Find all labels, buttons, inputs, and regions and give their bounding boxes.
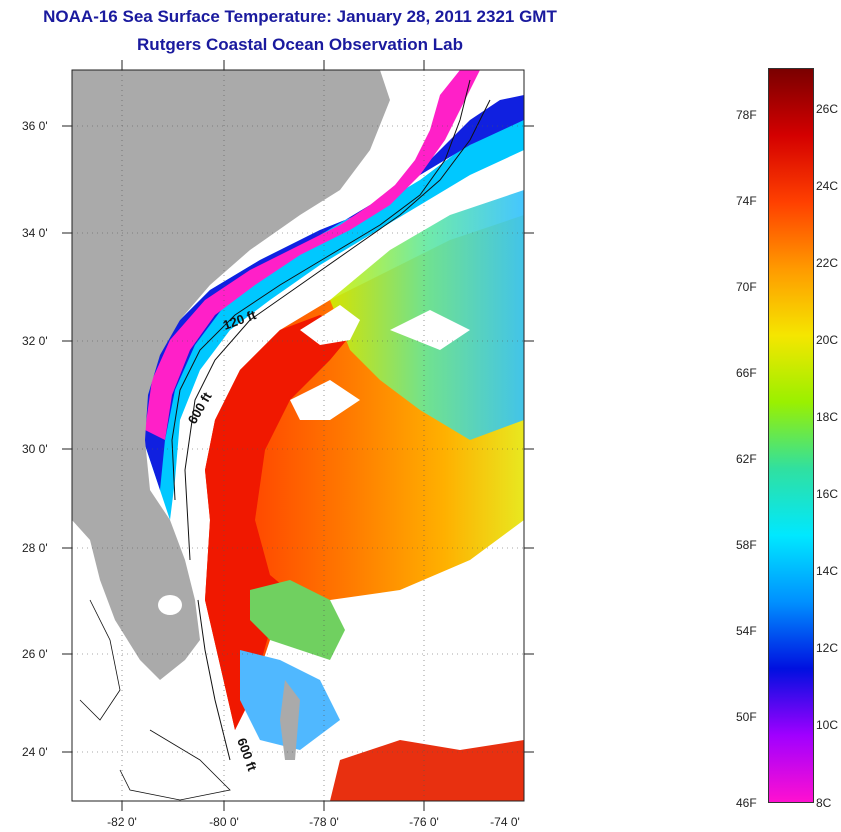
lat-label: 24 0' xyxy=(22,745,48,759)
lon-label: -78 0' xyxy=(309,815,339,829)
lon-label: -76 0' xyxy=(409,815,439,829)
map-frame xyxy=(71,69,525,802)
cb-c-label: 22C xyxy=(816,256,839,270)
map-title: NOAA-16 Sea Surface Temperature: January… xyxy=(43,7,557,26)
caribbean-warm xyxy=(330,740,524,801)
cb-c-label: 8C xyxy=(816,796,832,810)
cb-f-label: 46F xyxy=(736,796,757,810)
lon-label: -74 0' xyxy=(490,815,520,829)
cb-c-label: 18C xyxy=(816,410,839,424)
contour-florida-straits xyxy=(197,599,231,761)
gridlines xyxy=(72,70,524,801)
cb-f-label: 62F xyxy=(736,452,757,466)
colorbar-gradient xyxy=(768,68,814,803)
lon-label: -82 0' xyxy=(107,815,137,829)
lat-label: 30 0' xyxy=(22,442,48,456)
cb-c-label: 14C xyxy=(816,564,839,578)
sst-map: 36 0' 34 0' 32 0' 30 0' 28 0' 26 0' 24 0… xyxy=(22,60,534,829)
cb-c-label: 20C xyxy=(816,333,839,347)
southern-cloud xyxy=(350,650,500,720)
cb-c-label: 10C xyxy=(816,718,839,732)
cb-f-label: 78F xyxy=(736,108,757,122)
coastal-pink-band xyxy=(145,70,480,440)
bahamas-shelf xyxy=(250,580,345,660)
lake-okeechobee xyxy=(158,595,182,615)
land-mass xyxy=(72,70,390,680)
contour-600ft xyxy=(184,99,491,561)
cloud-patch xyxy=(390,310,470,350)
bahamas-island xyxy=(280,680,300,760)
cb-f-label: 66F xyxy=(736,366,757,380)
gulf-stream-core xyxy=(205,315,355,730)
lat-label: 34 0' xyxy=(22,226,48,240)
cb-f-label: 74F xyxy=(736,194,757,208)
cb-c-label: 16C xyxy=(816,487,839,501)
coastal-cold-band xyxy=(140,120,524,520)
colorbar: 78F 74F 70F 66F 62F 58F 54F 50F 46F 26C … xyxy=(700,60,841,832)
lat-label: 32 0' xyxy=(22,334,48,348)
lat-label: 36 0' xyxy=(22,119,48,133)
contour-120ft xyxy=(171,79,471,501)
map-subtitle: Rutgers Coastal Ocean Observation Lab xyxy=(137,35,463,54)
axis-ticks xyxy=(62,60,534,811)
cb-c-label: 24C xyxy=(816,179,839,193)
lon-label: -80 0' xyxy=(209,815,239,829)
cb-f-label: 54F xyxy=(736,624,757,638)
cb-f-label: 58F xyxy=(736,538,757,552)
cb-c-label: 26C xyxy=(816,102,839,116)
cloud-patch xyxy=(290,380,360,420)
lat-label: 28 0' xyxy=(22,541,48,555)
cb-f-label: 50F xyxy=(736,710,757,724)
lat-label: 26 0' xyxy=(22,647,48,661)
cb-f-label: 70F xyxy=(736,280,757,294)
cb-c-label: 12C xyxy=(816,641,839,655)
contour-south xyxy=(79,599,231,801)
cloud-patch xyxy=(300,305,360,345)
